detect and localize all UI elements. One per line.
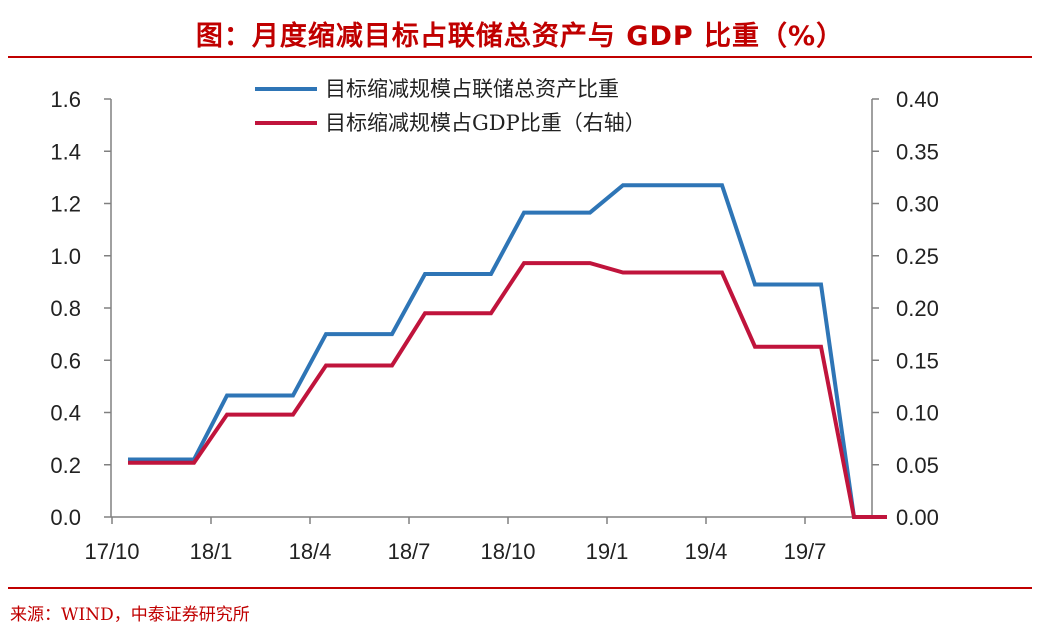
x-tick-label: 19/7 [784,539,827,564]
source-note: 来源：WIND，中泰证券研究所 [10,605,250,625]
right-y-tick-label: 0.35 [896,139,939,164]
right-y-tick-label: 0.30 [896,192,939,217]
left-y-tick-label: 1.0 [50,244,81,269]
left-y-tick-label: 1.6 [50,87,81,112]
right-y-tick-label: 0.05 [896,453,939,478]
right-y-tick-label: 0.15 [896,348,939,373]
x-tick-label: 18/1 [190,539,233,564]
series-lines [128,183,887,519]
left-y-tick-label: 0.0 [50,505,81,530]
right-y-tick-label: 0.40 [896,87,939,112]
title-divider [8,56,1032,58]
series-line-assets [128,183,887,519]
x-tick-label: 18/7 [388,539,431,564]
left-y-tick-label: 0.8 [50,296,81,321]
legend-label: 目标缩减规模占联储总资产比重 [325,77,619,101]
right-y-tick-label: 0.25 [896,244,939,269]
left-y-tick-label: 0.2 [50,453,81,478]
right-y-tick-label: 0.00 [896,505,939,530]
chart-title: 图：月度缩减目标占联储总资产与 GDP 比重（%） [195,21,845,52]
x-tick-label: 19/1 [586,539,629,564]
axes: 0.0 0.2 0.4 0.6 0.8 1.0 1.2 1.4 1.6 0.00 0.05 0.10 0… [50,87,938,564]
x-tick-label: 18/10 [480,539,535,564]
left-y-tick-label: 0.4 [50,401,81,426]
right-y-tick-label: 0.10 [896,401,939,426]
left-y-tick-label: 0.6 [50,348,81,373]
right-y-tick-label: 0.20 [896,296,939,321]
legend-label: 目标缩减规模占GDP比重（右轴） [325,111,646,135]
footer-divider [8,587,1032,589]
x-tick-label: 18/4 [289,539,332,564]
left-y-tick-label: 1.4 [50,139,81,164]
series-line-gdp [128,261,887,519]
x-tick-label: 17/10 [84,539,139,564]
chart-area: 0.0 0.2 0.4 0.6 0.8 1.0 1.2 1.4 1.6 0.00 0.05 0.10 0… [50,77,938,564]
left-y-tick-label: 1.2 [50,192,81,217]
x-tick-label: 19/4 [685,539,728,564]
